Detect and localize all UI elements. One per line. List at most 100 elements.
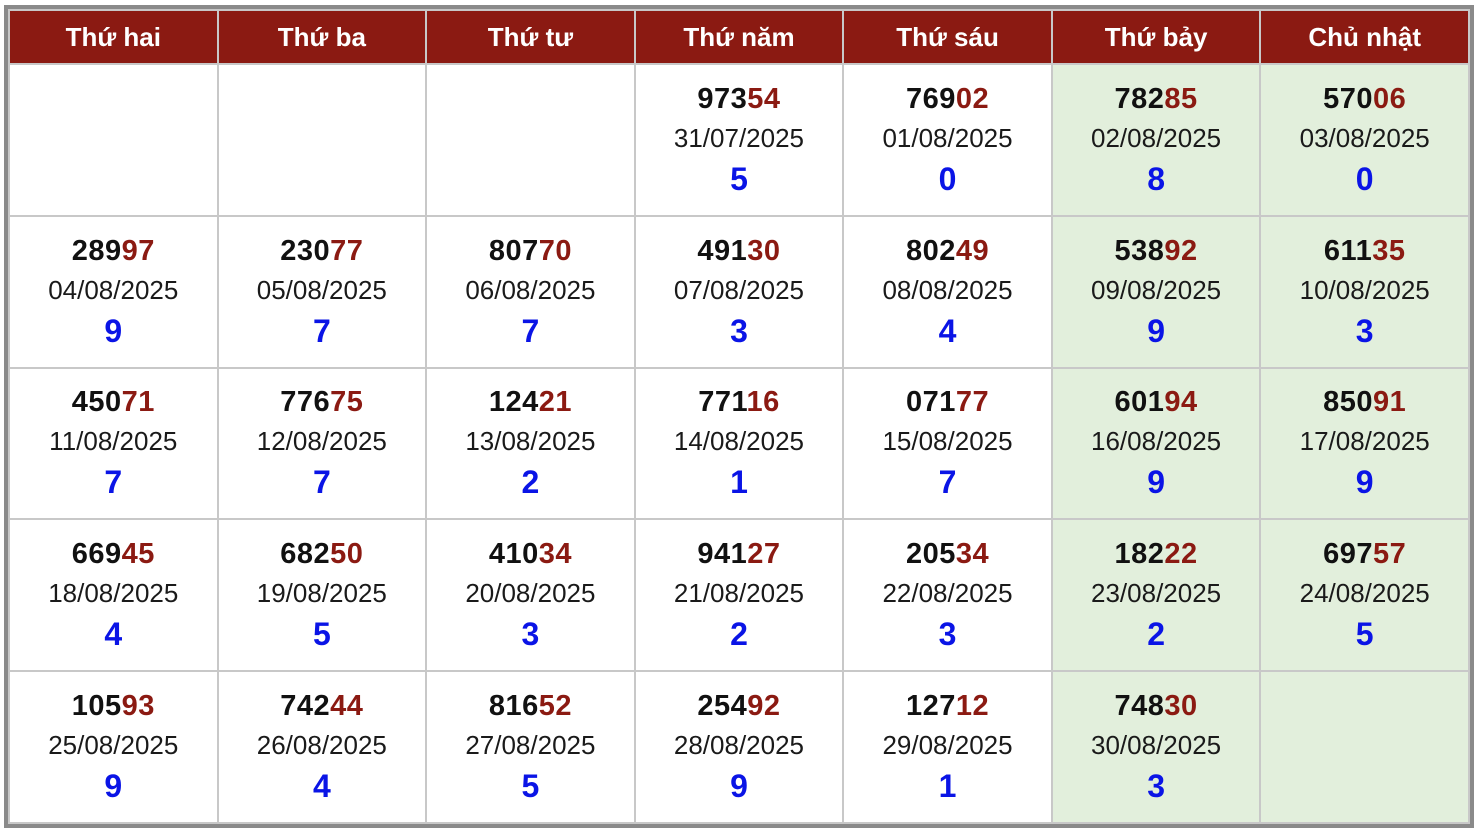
- result-digit: 9: [104, 768, 123, 805]
- result-number-suffix: 50: [330, 538, 364, 571]
- calendar-body: 97354 31/07/2025 5 76902 01/08/2025 0 78285 02/…: [10, 65, 1468, 822]
- result-number-prefix: 124: [488, 386, 539, 419]
- day-cell: 68250 19/08/2025 5: [218, 520, 426, 671]
- result-number-suffix: 30: [747, 234, 781, 267]
- week-row: 28997 04/08/2025 9 23077 05/08/2025 7 80770 06/…: [10, 216, 1468, 367]
- result-digit: 8: [1147, 160, 1165, 197]
- result-date: 27/08/2025: [465, 730, 596, 761]
- result-number-suffix: 27: [747, 538, 781, 571]
- result-date: 29/08/2025: [882, 730, 1013, 761]
- weekday-header: Thứ năm: [635, 11, 843, 63]
- result-number: 41034: [427, 536, 634, 572]
- week-row: 10593 25/08/2025 9 74244 26/08/2025 4 81652 27/…: [10, 672, 1468, 822]
- weekday-header: Thứ sáu: [844, 11, 1051, 63]
- result-digit: 7: [312, 312, 331, 349]
- day-cell: 66945 18/08/2025 4: [10, 520, 217, 671]
- result-number-suffix: 75: [330, 386, 364, 419]
- day-cell: 49130 07/08/2025 3: [635, 216, 843, 367]
- result-digit: 4: [938, 312, 957, 349]
- result-number: 49130: [636, 233, 843, 269]
- result-date: 25/08/2025: [48, 730, 179, 761]
- results-table: Thứ hai Thứ ba Thứ tư Thứ năm Thứ sáu Th…: [8, 9, 1470, 824]
- result-date: 28/08/2025: [673, 730, 805, 761]
- result-number-prefix: 450: [71, 386, 122, 419]
- day-cell: 10593 25/08/2025 9: [10, 672, 217, 822]
- result-number: 18222: [1053, 536, 1260, 572]
- results-calendar: Thứ hai Thứ ba Thứ tư Thứ năm Thứ sáu Th…: [4, 5, 1474, 828]
- result-number-suffix: 77: [955, 386, 990, 419]
- result-number-prefix: 230: [280, 234, 331, 267]
- result-date: 02/08/2025: [1091, 122, 1222, 153]
- day-cell: 53892 09/08/2025 9: [1052, 216, 1260, 367]
- result-number-prefix: 748: [1114, 690, 1165, 723]
- result-number-suffix: 45: [121, 538, 155, 571]
- result-number-suffix: 44: [330, 690, 364, 723]
- result-number-suffix: 34: [538, 538, 572, 571]
- result-number: 77116: [636, 384, 843, 420]
- result-digit: 1: [938, 768, 957, 805]
- result-number-prefix: 769: [905, 82, 956, 115]
- result-digit: 3: [521, 616, 540, 653]
- result-number: 10593: [10, 688, 217, 724]
- result-number: 23077: [219, 233, 426, 269]
- result-number-suffix: 54: [747, 82, 781, 115]
- result-digit: 7: [104, 464, 123, 501]
- result-number-prefix: 601: [1114, 386, 1165, 419]
- result-number-prefix: 776: [280, 386, 331, 419]
- result-number-suffix: 92: [747, 690, 781, 723]
- result-digit: 9: [730, 768, 748, 805]
- result-number: 20534: [844, 536, 1051, 572]
- day-cell: 74244 26/08/2025 4: [218, 672, 426, 822]
- result-number-prefix: 682: [280, 538, 331, 571]
- result-digit: 3: [730, 312, 748, 349]
- day-cell: 12421 13/08/2025 2: [427, 368, 634, 519]
- result-number-suffix: 52: [538, 690, 572, 723]
- week-row: 97354 31/07/2025 5 76902 01/08/2025 0 78285 02/…: [10, 65, 1468, 215]
- result-number-suffix: 35: [1372, 234, 1406, 267]
- result-number-suffix: 77: [330, 234, 364, 267]
- result-digit: 4: [104, 616, 123, 653]
- weekday-header: Thứ ba: [218, 11, 426, 63]
- result-digit: 7: [312, 464, 331, 501]
- result-date: 09/08/2025: [1091, 274, 1222, 305]
- result-number-suffix: 21: [538, 386, 572, 419]
- empty-day-cell: [10, 65, 217, 215]
- result-number: 81652: [427, 688, 634, 724]
- result-number: 53892: [1053, 233, 1260, 269]
- day-cell: 69757 24/08/2025 5: [1261, 520, 1468, 671]
- result-digit: 7: [521, 312, 540, 349]
- empty-day-cell: [1261, 672, 1468, 822]
- result-number: 25492: [636, 688, 843, 724]
- result-date: 07/08/2025: [673, 274, 805, 305]
- result-number-suffix: 06: [1373, 82, 1407, 115]
- result-number: 28997: [10, 233, 217, 269]
- result-number-prefix: 105: [71, 690, 122, 723]
- result-digit: 7: [938, 464, 957, 501]
- day-cell: 12712 29/08/2025 1: [844, 672, 1051, 822]
- result-number-suffix: 57: [1373, 538, 1407, 571]
- weekday-header: Thứ hai: [10, 11, 217, 63]
- result-date: 10/08/2025: [1299, 274, 1430, 305]
- result-digit: 2: [730, 616, 748, 653]
- result-number-prefix: 182: [1114, 538, 1165, 571]
- empty-day-cell: [427, 65, 634, 215]
- result-number-prefix: 611: [1323, 234, 1373, 267]
- result-digit: 0: [938, 160, 957, 197]
- result-date: 15/08/2025: [882, 426, 1013, 457]
- day-cell: 85091 17/08/2025 9: [1261, 368, 1468, 519]
- result-number-suffix: 02: [955, 82, 990, 115]
- day-cell: 61135 10/08/2025 3: [1261, 216, 1468, 367]
- day-cell: 45071 11/08/2025 7: [10, 368, 217, 519]
- result-number: 80249: [844, 233, 1051, 269]
- result-number-prefix: 771: [698, 386, 747, 419]
- result-date: 05/08/2025: [256, 274, 387, 305]
- result-number-suffix: 71: [121, 386, 155, 419]
- day-cell: 57006 03/08/2025 0: [1261, 65, 1468, 215]
- result-number-prefix: 669: [71, 538, 122, 571]
- day-cell: 60194 16/08/2025 9: [1052, 368, 1260, 519]
- result-digit: 1: [730, 464, 748, 501]
- result-number: 74830: [1053, 688, 1260, 724]
- result-number: 45071: [10, 384, 217, 420]
- result-date: 01/08/2025: [882, 122, 1013, 153]
- day-cell: 74830 30/08/2025 3: [1052, 672, 1260, 822]
